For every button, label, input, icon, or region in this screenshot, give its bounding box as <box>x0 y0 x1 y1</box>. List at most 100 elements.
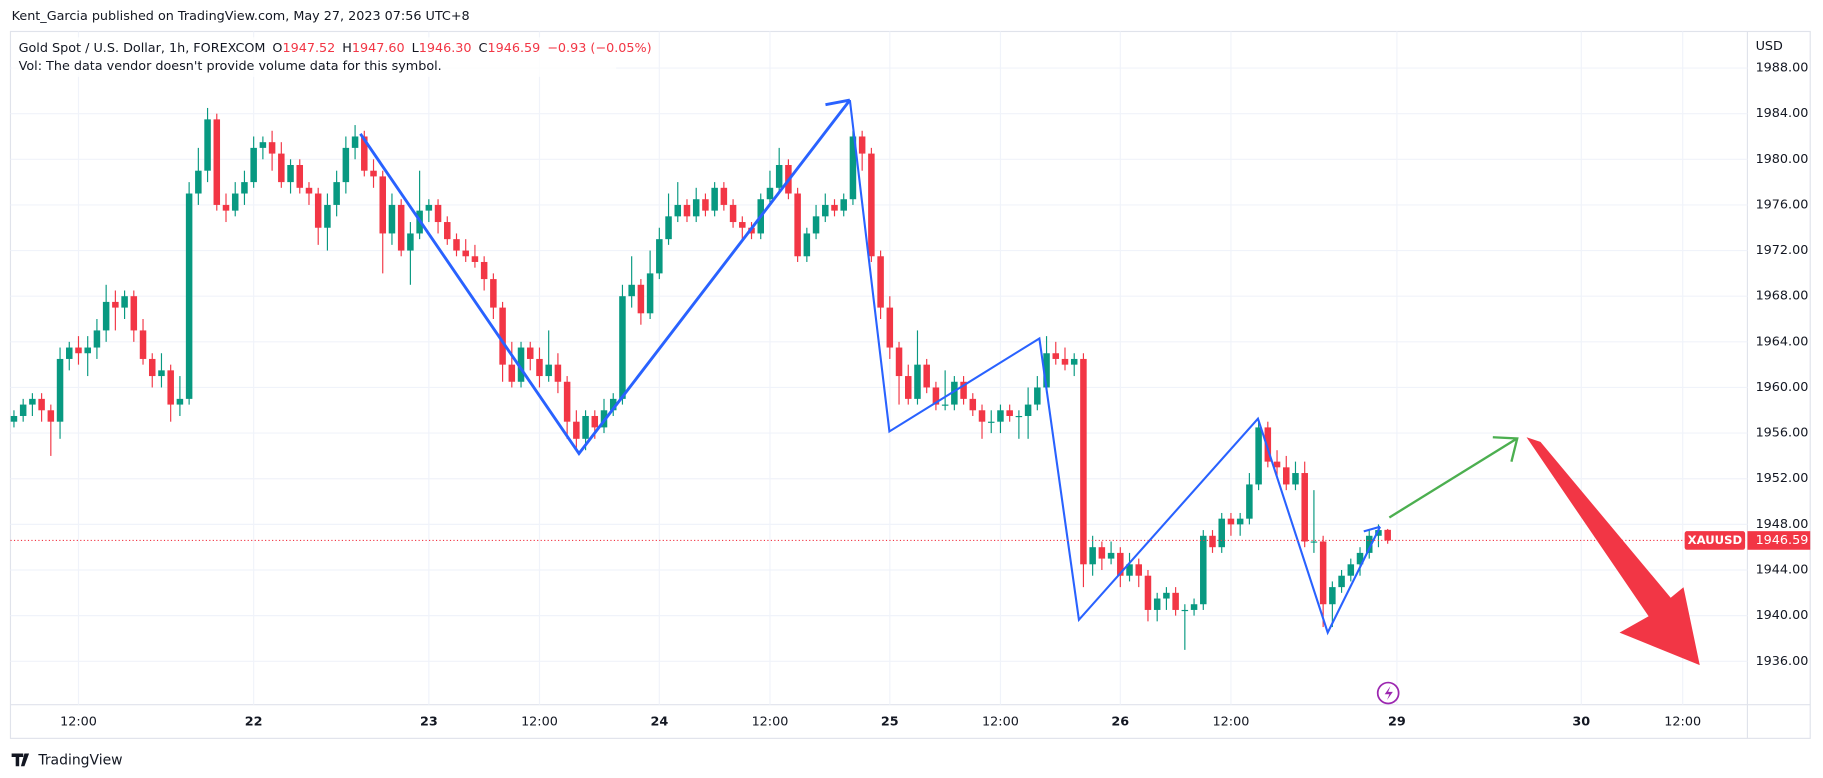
candle-body <box>536 358 543 377</box>
y-tick-label: 1988.00 <box>1756 61 1809 76</box>
candle-body <box>665 216 672 240</box>
candle-body <box>176 398 184 405</box>
candle-body <box>231 193 239 211</box>
candle-body <box>1347 564 1355 576</box>
x-tick-label: 24 <box>650 715 668 730</box>
candle-body <box>683 204 691 217</box>
candle-body <box>1089 547 1096 565</box>
y-tick-label: 1944.00 <box>1756 563 1809 578</box>
candle-body <box>545 364 552 377</box>
candle-body <box>609 398 617 411</box>
candle-body <box>803 233 811 257</box>
candle-body <box>1006 410 1013 416</box>
x-tick-label: 12:00 <box>982 715 1019 730</box>
y-tick-label: 1972.00 <box>1756 243 1809 258</box>
candle-body <box>370 170 377 177</box>
candle-body <box>397 204 405 251</box>
footer-brand: TradingView <box>37 752 122 768</box>
candle-body <box>1135 564 1143 576</box>
candle-body <box>831 204 838 211</box>
candle-body <box>462 250 469 257</box>
candle-body <box>361 136 368 171</box>
candle-body <box>1236 518 1244 525</box>
candle-body <box>148 358 156 377</box>
candle-body <box>969 398 977 411</box>
y-tick-label: 1968.00 <box>1756 289 1809 304</box>
candle-body <box>932 387 940 405</box>
y-tick-label: 1976.00 <box>1756 197 1809 212</box>
candle-body <box>794 193 801 257</box>
candle-body <box>766 187 774 200</box>
legend: Gold Spot / U.S. Dollar, 1h, FOREXCOM O19… <box>19 40 652 55</box>
candle-body <box>407 233 414 251</box>
candle-body <box>278 153 285 183</box>
zigzag-arrowhead <box>825 98 851 107</box>
candle-body <box>1052 353 1060 359</box>
x-tick-label: 23 <box>420 715 438 730</box>
candle-body <box>388 204 396 234</box>
y-tick-label: 1960.00 <box>1756 380 1809 395</box>
candle-body <box>886 307 894 348</box>
candle-body <box>241 182 248 194</box>
candle-body <box>213 119 221 205</box>
candles <box>10 107 1391 650</box>
candle-body <box>711 187 718 211</box>
candle-body <box>158 370 165 377</box>
candle-body <box>1163 592 1170 599</box>
candle-body <box>637 284 645 314</box>
candle-body <box>121 296 128 308</box>
candle-body <box>619 296 626 399</box>
candle-body <box>1107 552 1115 559</box>
candle-body <box>1356 552 1364 565</box>
candle-body <box>1319 541 1327 605</box>
candle-body <box>1292 473 1299 485</box>
candle-body <box>1153 598 1161 610</box>
candle-body <box>167 370 174 405</box>
candle-body <box>720 187 728 205</box>
candle-body <box>351 136 359 148</box>
candle-body <box>1024 404 1032 416</box>
legend-symbol: Gold Spot / U.S. Dollar, 1h, FOREXCOM <box>19 40 266 55</box>
legend-bg <box>11 37 617 77</box>
price-badge <box>1747 531 1811 550</box>
candle-body <box>268 142 276 154</box>
legend-h: H <box>342 40 352 55</box>
legend-c: C <box>479 40 488 55</box>
candle-body <box>1218 518 1225 548</box>
candle-body <box>1209 535 1216 548</box>
candle-body <box>1070 358 1078 365</box>
candle-body <box>1227 518 1235 525</box>
candle-body <box>914 364 921 399</box>
candle-body <box>490 279 497 308</box>
volume-note: Vol: The data vendor doesn't provide vol… <box>19 59 442 74</box>
legend-o-value: 1947.52 <box>282 40 335 55</box>
x-tick-label: 12:00 <box>521 715 558 730</box>
candle-body <box>102 301 110 331</box>
candle-body <box>1061 358 1069 365</box>
candle-body <box>287 164 294 183</box>
candle-body <box>1200 535 1207 605</box>
candle-body <box>1384 529 1391 541</box>
event-icon-bolt <box>1384 686 1393 701</box>
published-line: Kent_Garcia published on TradingView.com… <box>12 9 470 24</box>
legend-c-value: 1946.59 <box>487 40 540 55</box>
x-tick-label: 30 <box>1572 715 1590 730</box>
candle-body <box>333 182 340 205</box>
candle-body <box>729 204 737 223</box>
candle-body <box>923 364 930 388</box>
candle-body <box>324 204 331 228</box>
candle-body <box>1034 387 1041 405</box>
x-tick-label: 26 <box>1111 715 1129 730</box>
red-arrow <box>1526 437 1700 666</box>
symbol-badge-text: XAUUSD <box>1688 533 1743 547</box>
candle-body <box>1375 530 1382 536</box>
zigzag-second <box>848 99 1381 636</box>
candle-body <box>822 204 829 217</box>
candle-body <box>849 136 857 200</box>
candle-body <box>1338 575 1345 588</box>
x-tick-label: 25 <box>881 715 899 730</box>
candle-body <box>960 381 967 399</box>
candle-body <box>342 147 350 183</box>
candle-body <box>978 410 986 422</box>
